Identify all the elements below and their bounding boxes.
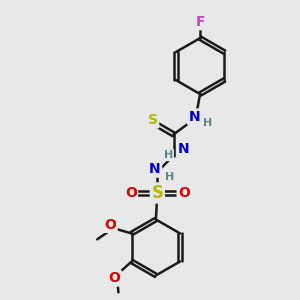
Text: H: H — [165, 172, 174, 182]
Text: N: N — [188, 110, 200, 124]
Text: S: S — [148, 113, 158, 127]
Text: S: S — [152, 184, 164, 202]
Text: O: O — [178, 186, 190, 200]
Text: H: H — [203, 118, 213, 128]
Text: F: F — [195, 15, 205, 29]
Text: O: O — [104, 218, 116, 232]
Text: N: N — [149, 162, 161, 176]
Text: O: O — [125, 186, 137, 200]
Text: N: N — [178, 142, 190, 156]
Text: O: O — [109, 271, 121, 285]
Text: H: H — [164, 150, 173, 160]
